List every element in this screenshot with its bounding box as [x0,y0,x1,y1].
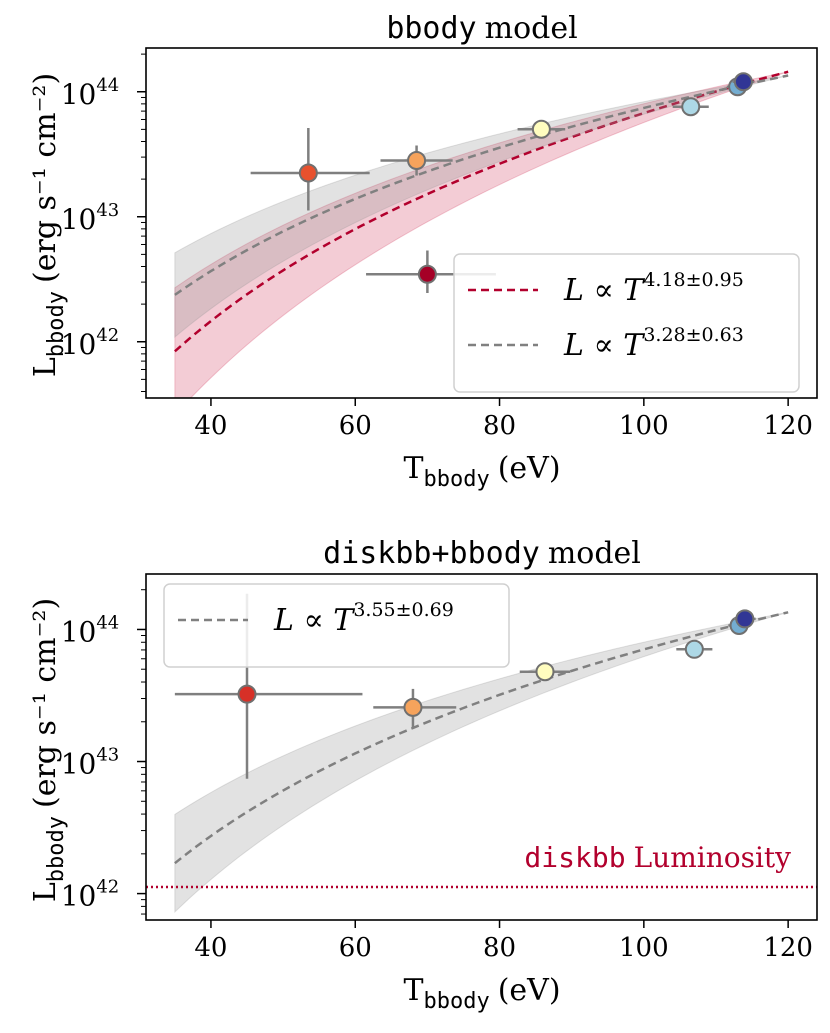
title-text: model [548,536,641,571]
plot-area: diskbb Luminosity 40 60 80 100 120 1042 1043 1044… [61,573,818,963]
x-tick-label: 60 [339,411,372,441]
data-point-3 [517,119,566,139]
y-tick-label: 1042 [61,325,120,361]
fit-line-0 [174,611,789,865]
panel-bbody: bbody model 40 60 80 100 120 1042 1043 1044 L ∝ T… [28,11,818,492]
x-tick-label: 80 [483,933,516,963]
legend: L ∝ T4.18±0.95 L ∝ T3.28±0.63 [453,253,800,393]
axes-frame [145,573,818,921]
legend-label: L ∝ T4.18±0.95 [563,269,744,308]
data-point-5 [734,609,756,629]
data-point-0 [250,128,370,211]
diskbb-luminosity-label: diskbb Luminosity [524,841,791,874]
fit-line-1 [174,74,789,296]
title: bbody model [386,11,577,46]
x-axis-label: Tbbody (eV) [403,451,560,492]
x-tick-label: 120 [763,933,813,963]
title-code: diskbb+bbody [323,536,540,571]
title: diskbb+bbody model [323,536,641,571]
data-point-1 [380,145,453,176]
legend-label: L ∝ T3.28±0.63 [563,324,744,363]
y-axis-label: Lbbody(erg s⁻¹ cm⁻²) [28,73,69,377]
x-axis-label: Tbbody (eV) [403,973,560,1014]
y-tick-label: 1043 [61,745,120,781]
title-code: bbody [386,11,476,46]
x-tick-label: 120 [763,411,813,441]
y-axis-label: Lbbody(erg s⁻¹ cm⁻²) [28,598,69,902]
data-point-1 [373,688,457,728]
y-tick-label: 1044 [61,612,120,648]
legend: L ∝ T3.55±0.69 [163,583,510,668]
x-tick-label: 40 [194,933,227,963]
y-tick-label: 1043 [61,200,120,236]
legend-label: L ∝ T3.55±0.69 [273,599,454,638]
data-point-2 [519,662,571,682]
y-tick-label: 1044 [61,75,120,111]
x-tick-label: 60 [339,933,372,963]
data-point-3 [676,639,713,659]
title-text: model [485,11,578,46]
data-point-4 [672,97,709,117]
x-tick-label: 80 [483,411,516,441]
x-tick-label: 100 [619,933,669,963]
data-point-6 [732,72,755,92]
axes-frame [145,47,818,399]
panel-diskbb-bbody: diskbb+bbody model diskbb Luminosity 40 60 80… [28,536,818,1014]
x-tick-label: 100 [619,411,669,441]
y-tick-label: 1042 [61,877,120,913]
x-tick-label: 40 [194,411,227,441]
